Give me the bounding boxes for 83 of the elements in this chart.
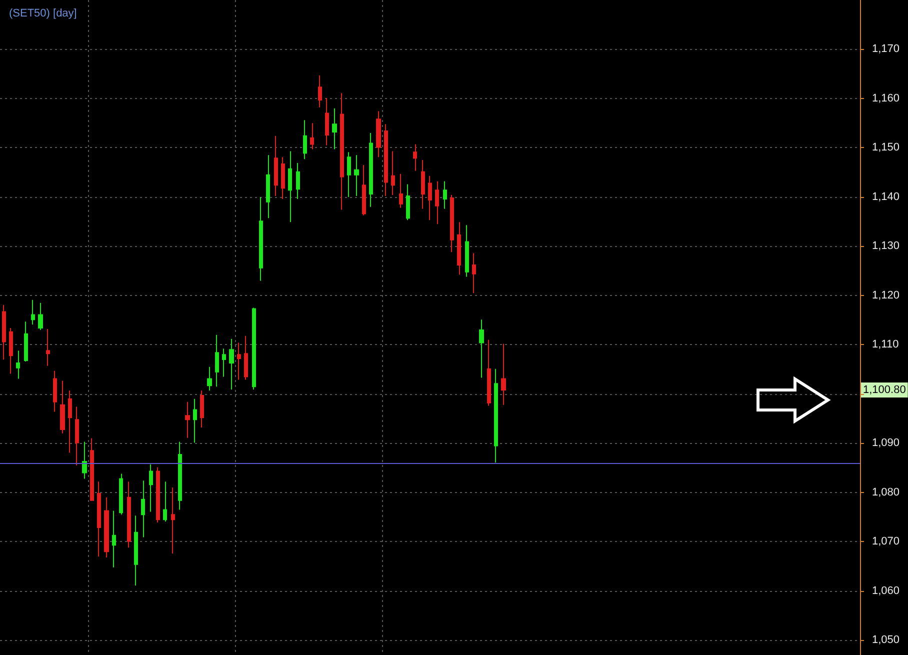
candlestick bbox=[274, 135, 278, 197]
candlestick bbox=[391, 150, 395, 196]
candlestick bbox=[193, 398, 197, 444]
y-tick-label: 1,120 bbox=[872, 289, 900, 302]
candlestick bbox=[369, 132, 373, 208]
y-tick-label: 1,130 bbox=[872, 240, 900, 252]
candlestick bbox=[104, 496, 109, 558]
candlestick bbox=[200, 390, 204, 428]
candlestick bbox=[9, 327, 13, 374]
candlestick bbox=[428, 175, 432, 221]
candlestick bbox=[340, 92, 344, 210]
candlestick bbox=[68, 390, 72, 454]
y-tick-label: 1,160 bbox=[872, 92, 900, 104]
candlestick bbox=[457, 222, 461, 276]
candlestick bbox=[222, 348, 226, 378]
candlestick bbox=[46, 328, 50, 366]
candlestick bbox=[281, 156, 285, 200]
candlestick bbox=[215, 334, 219, 388]
candlestick bbox=[112, 510, 116, 568]
candlestick bbox=[185, 401, 190, 438]
candlestick bbox=[24, 321, 28, 362]
candlestick bbox=[435, 180, 439, 225]
candlestick bbox=[207, 366, 212, 392]
y-tick-label: 1,090 bbox=[872, 437, 900, 450]
candlestick bbox=[229, 338, 234, 390]
candlestick bbox=[487, 339, 491, 406]
candlestick bbox=[119, 473, 123, 516]
candlestick bbox=[141, 480, 145, 538]
candlestick bbox=[252, 307, 256, 390]
text: (SET50) [day] bbox=[9, 8, 77, 20]
candlestick bbox=[443, 180, 447, 210]
candlestick bbox=[53, 370, 57, 412]
candlestick bbox=[149, 464, 153, 512]
candlestick bbox=[494, 368, 498, 463]
candlestick bbox=[325, 98, 329, 146]
candlestick bbox=[171, 487, 175, 554]
candlestick bbox=[178, 441, 182, 510]
text: 1,100.80 bbox=[863, 384, 906, 396]
candlestick bbox=[163, 481, 167, 522]
candlestick bbox=[237, 342, 241, 380]
candlestick bbox=[156, 466, 160, 524]
candlestick bbox=[2, 304, 6, 360]
candlestick bbox=[332, 108, 337, 150]
candlestick bbox=[362, 164, 366, 216]
y-tick-label: 1,150 bbox=[872, 142, 900, 154]
y-tick-label: 1,080 bbox=[872, 486, 900, 498]
candlestick bbox=[288, 150, 292, 223]
candlestick bbox=[75, 406, 79, 466]
candlestick bbox=[501, 343, 506, 406]
candlestick bbox=[421, 160, 425, 210]
candlestick bbox=[296, 162, 300, 200]
y-tick-label: 1,110 bbox=[872, 338, 899, 351]
candlestick bbox=[310, 122, 314, 150]
candlestick bbox=[450, 194, 454, 253]
candlestick bbox=[97, 481, 101, 558]
candlestick bbox=[354, 154, 359, 197]
candlestick bbox=[38, 302, 43, 330]
candlestick bbox=[82, 441, 87, 480]
candlestick bbox=[303, 120, 307, 160]
candlestick bbox=[318, 74, 322, 108]
candlestick bbox=[16, 350, 20, 380]
candlestick bbox=[472, 252, 476, 294]
candlestick bbox=[127, 481, 131, 548]
candlestick bbox=[244, 335, 248, 380]
candlestick bbox=[465, 224, 469, 278]
candlestick bbox=[259, 196, 263, 282]
candlestick bbox=[90, 438, 94, 501]
candlestick bbox=[479, 319, 484, 378]
y-tick-label: 1,140 bbox=[872, 190, 900, 203]
candlestick bbox=[384, 124, 388, 197]
y-tick-label: 1,060 bbox=[872, 584, 900, 597]
candlestick bbox=[406, 184, 410, 221]
candlestick bbox=[31, 299, 35, 326]
candlestick bbox=[134, 515, 138, 586]
candlestick bbox=[376, 110, 381, 158]
y-tick-label: 1,050 bbox=[872, 634, 900, 646]
candlestick bbox=[347, 152, 351, 198]
candlestick bbox=[399, 173, 403, 208]
candlestick bbox=[266, 154, 270, 219]
y-tick-label: 1,070 bbox=[872, 536, 900, 548]
candlestick bbox=[60, 380, 65, 434]
y-tick-label: 1,170 bbox=[872, 43, 900, 56]
candlestick bbox=[413, 144, 417, 172]
